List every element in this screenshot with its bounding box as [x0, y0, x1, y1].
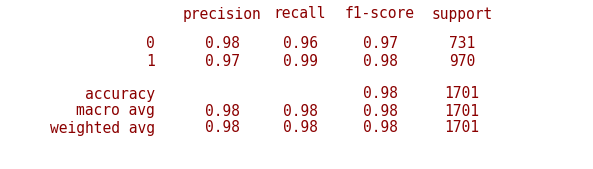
Text: 1701: 1701: [445, 120, 480, 136]
Text: precision: precision: [183, 6, 262, 21]
Text: 0.98: 0.98: [282, 120, 317, 136]
Text: 0.96: 0.96: [282, 37, 317, 52]
Text: 1701: 1701: [445, 103, 480, 118]
Text: weighted avg: weighted avg: [50, 120, 155, 136]
Text: 731: 731: [449, 37, 475, 52]
Text: 1: 1: [146, 54, 155, 68]
Text: 0.97: 0.97: [205, 54, 240, 68]
Text: recall: recall: [274, 6, 326, 21]
Text: 0.98: 0.98: [205, 37, 240, 52]
Text: 1701: 1701: [445, 87, 480, 102]
Text: 0.98: 0.98: [362, 120, 397, 136]
Text: accuracy: accuracy: [85, 87, 155, 102]
Text: 0.98: 0.98: [362, 54, 397, 68]
Text: 0.98: 0.98: [362, 87, 397, 102]
Text: support: support: [431, 6, 493, 21]
Text: f1-score: f1-score: [345, 6, 415, 21]
Text: 0.98: 0.98: [282, 103, 317, 118]
Text: 0.97: 0.97: [362, 37, 397, 52]
Text: 0.98: 0.98: [205, 120, 240, 136]
Text: 970: 970: [449, 54, 475, 68]
Text: 0.99: 0.99: [282, 54, 317, 68]
Text: 0: 0: [146, 37, 155, 52]
Text: 0.98: 0.98: [205, 103, 240, 118]
Text: macro avg: macro avg: [76, 103, 155, 118]
Text: 0.98: 0.98: [362, 103, 397, 118]
